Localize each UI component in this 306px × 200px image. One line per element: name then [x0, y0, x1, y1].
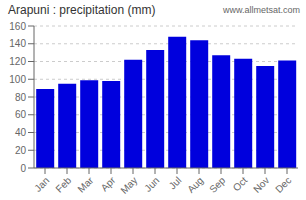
svg-text:20: 20 [15, 145, 27, 156]
svg-text:60: 60 [15, 109, 27, 120]
svg-text:160: 160 [9, 21, 26, 32]
svg-text:80: 80 [15, 92, 27, 103]
svg-text:0: 0 [20, 163, 26, 174]
svg-text:Mar: Mar [75, 174, 95, 194]
svg-text:140: 140 [9, 38, 26, 49]
svg-text:Oct: Oct [231, 175, 250, 194]
svg-text:Feb: Feb [53, 174, 73, 194]
html-text:www.allmetsat.com: www.allmetsat.com [223, 5, 300, 15]
svg-text:Jun: Jun [142, 175, 161, 194]
svg-text:Dec: Dec [273, 175, 293, 195]
svg-text:Jul: Jul [167, 175, 184, 192]
svg-text:120: 120 [9, 56, 26, 67]
svg-text:Nov: Nov [251, 175, 271, 195]
svg-text:May: May [118, 175, 139, 196]
svg-text:Apr: Apr [99, 174, 118, 193]
svg-text:40: 40 [15, 127, 27, 138]
svg-text:Sep: Sep [207, 174, 228, 195]
svg-text:100: 100 [9, 74, 26, 85]
svg-text:Aug: Aug [185, 175, 205, 195]
html-text:Arapuni : precipitation (mm): Arapuni : precipitation (mm) [8, 3, 156, 17]
svg-text:Jan: Jan [32, 175, 51, 194]
